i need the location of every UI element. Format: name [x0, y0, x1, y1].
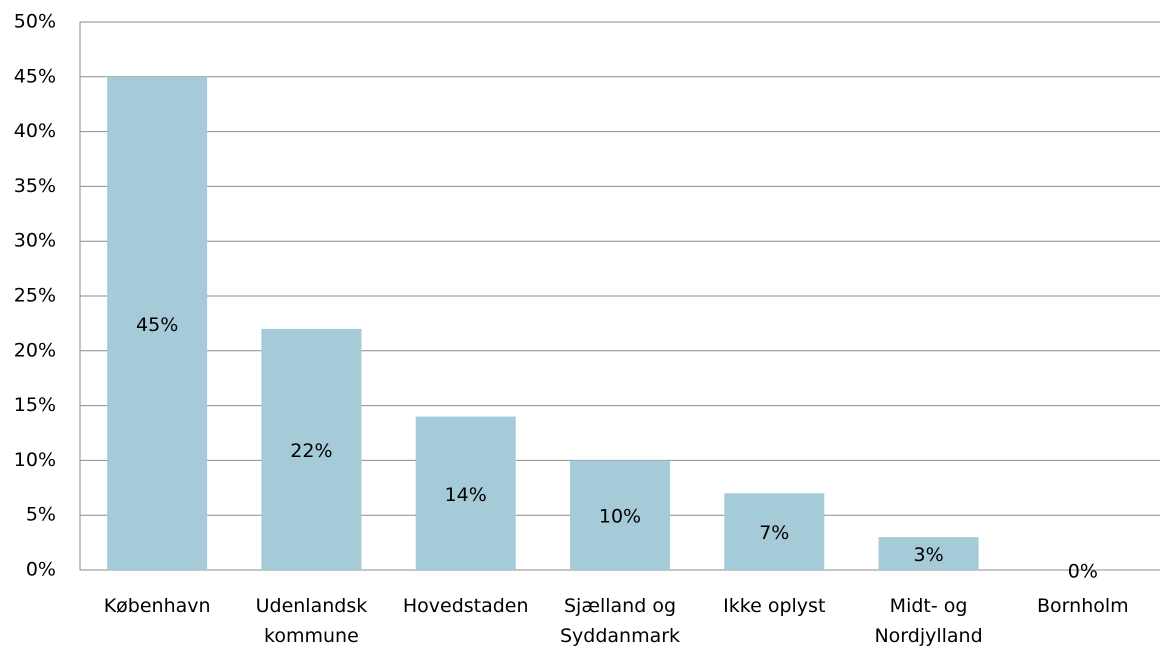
bar [570, 460, 670, 570]
y-tick-label: 40% [14, 120, 56, 142]
y-tick-label: 15% [14, 394, 56, 416]
y-tick-label: 10% [14, 449, 56, 471]
y-tick-label: 0% [26, 559, 56, 581]
x-tick-label: Sjælland og Syddanmark [559, 595, 681, 647]
y-tick-label: 30% [14, 230, 56, 252]
y-tick-label: 5% [26, 504, 56, 526]
x-tick-label: København [103, 595, 211, 617]
value-label: 14% [445, 484, 487, 506]
value-label: 10% [599, 506, 641, 528]
x-tick-label: Hovedstaden [402, 595, 529, 617]
y-tick-label: 20% [14, 339, 56, 361]
bar [724, 493, 825, 570]
x-tick-label: Bornholm [1037, 595, 1129, 617]
value-label: 0% [1068, 561, 1098, 583]
bar [107, 76, 208, 571]
bar [261, 328, 362, 570]
x-tick-label: Udenlandsk kommune [255, 595, 368, 647]
value-label: 7% [759, 522, 789, 544]
y-tick-label: 50% [14, 11, 56, 33]
x-tick-label: Ikke oplyst [723, 595, 826, 617]
x-tick-label: Midt- og Nordjylland [874, 595, 983, 647]
value-label: 45% [136, 314, 178, 336]
y-tick-label: 45% [14, 65, 56, 87]
bar [415, 416, 516, 570]
value-label: 22% [290, 440, 332, 462]
y-tick-label: 35% [14, 175, 56, 197]
y-tick-label: 25% [14, 285, 56, 307]
bar [878, 537, 979, 570]
value-label: 3% [913, 544, 943, 566]
